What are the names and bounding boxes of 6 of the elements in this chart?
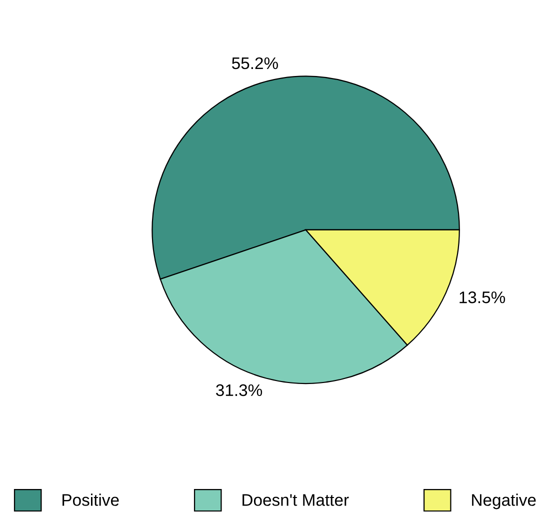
data-label: 55.2% <box>232 57 278 70</box>
legend-label: Negative <box>472 494 536 510</box>
data-label: 13.5% <box>460 291 506 304</box>
data-label: 31.3% <box>216 384 262 396</box>
legend-label: Positive <box>62 494 119 506</box>
legend-label: Doesn't Matter <box>242 494 349 506</box>
